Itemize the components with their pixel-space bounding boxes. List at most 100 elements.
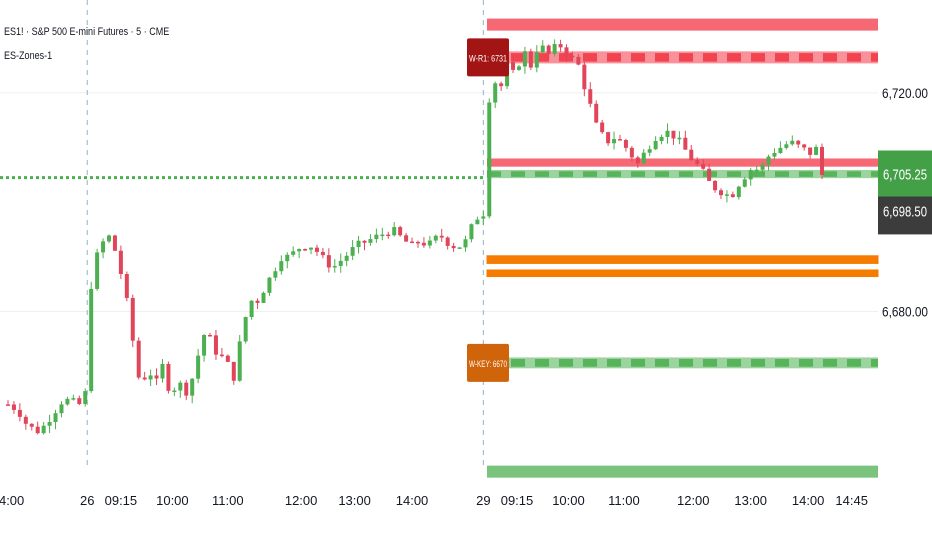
candle-body-113	[677, 137, 682, 140]
candle-body-79	[475, 219, 480, 225]
candle-body-21	[130, 297, 135, 341]
candle-body-29	[178, 382, 183, 391]
candle-body-92	[552, 44, 557, 54]
candle-body-57	[344, 255, 349, 261]
candle-body-125	[748, 170, 753, 180]
candle-body-72	[433, 235, 438, 241]
x-tick-label-6: 13:00	[338, 493, 371, 508]
candle-body-40	[243, 317, 248, 342]
candle-body-137	[820, 146, 824, 175]
candle-body-124	[742, 179, 747, 187]
candle-body-69	[415, 241, 420, 244]
candle-body-11	[71, 398, 76, 400]
candle-body-120	[718, 190, 723, 196]
candle-body-126	[754, 169, 759, 172]
candle-body-78	[469, 224, 474, 240]
candle-body-42	[255, 300, 260, 303]
candle-body-80	[481, 216, 486, 219]
candle-body-49	[297, 248, 302, 252]
candle-body-121	[724, 194, 729, 196]
x-tick-label-13: 13:00	[734, 493, 767, 508]
candle-body-37	[225, 355, 230, 362]
candle-body-76	[457, 247, 462, 249]
candle-body-128	[766, 156, 771, 165]
candle-body-17	[107, 235, 112, 242]
candle-body-123	[736, 186, 741, 198]
support-zone-bottom	[487, 465, 878, 478]
candle-body-97	[582, 64, 587, 90]
candle-body-98	[588, 89, 593, 104]
candle-body-96	[576, 56, 581, 65]
candle-body-103	[617, 139, 622, 141]
x-tick-label-9: 09:15	[501, 493, 534, 508]
candle-body-38	[231, 361, 236, 381]
candle-body-90	[540, 45, 545, 53]
candle-body-129	[772, 152, 777, 157]
candle-body-60	[362, 240, 367, 243]
candle-body-118	[707, 168, 712, 181]
candle-body-7	[47, 422, 52, 426]
candle-body-85	[511, 62, 516, 70]
x-tick-label-10: 10:00	[552, 493, 585, 508]
x-tick-label-2: 09:15	[105, 493, 138, 508]
candle-body-41	[249, 300, 254, 318]
candle-body-5	[35, 426, 40, 434]
key-zone-orange	[486, 255, 879, 264]
candle-body-122	[730, 194, 735, 198]
key-zone-orange-2	[486, 269, 879, 278]
candle-body-34	[208, 335, 213, 337]
candle-body-119	[713, 180, 718, 191]
candle-body-56	[338, 260, 343, 266]
candle-body-101	[606, 132, 611, 144]
x-tick-label-3: 10:00	[156, 493, 189, 508]
candle-body-104	[623, 140, 628, 148]
candle-body-2	[17, 409, 22, 417]
candle-body-67	[404, 235, 409, 242]
candle-body-1	[11, 404, 16, 410]
candle-body-102	[612, 139, 617, 144]
candle-body-74	[445, 237, 450, 246]
candle-body-20	[124, 274, 129, 298]
price-label-box-last	[878, 150, 932, 197]
candle-body-93	[558, 44, 563, 48]
candle-body-117	[701, 163, 706, 169]
candle-body-15	[95, 252, 100, 289]
candle-body-133	[796, 140, 801, 145]
x-tick-label-7: 14:00	[396, 493, 429, 508]
candle-body-35	[213, 335, 218, 355]
candle-body-107	[641, 152, 646, 164]
candle-body-33	[202, 335, 207, 356]
candle-body-39	[237, 341, 242, 381]
candle-body-70	[421, 242, 426, 246]
candle-body-45	[273, 271, 278, 278]
candle-body-109	[653, 140, 658, 150]
candle-body-31	[190, 378, 195, 396]
symbol-title: ES1! · S&P 500 E-mini Futures · 5 · CME	[4, 26, 170, 38]
candle-body-59	[356, 240, 361, 248]
indicator-name[interactable]: ES-Zones-1	[4, 50, 53, 62]
candle-body-86	[516, 66, 521, 70]
candle-body-116	[695, 160, 700, 164]
candle-body-77	[463, 239, 468, 248]
candle-body-25	[154, 375, 159, 379]
candle-body-24	[148, 375, 153, 380]
candle-body-106	[635, 157, 640, 164]
candle-body-64	[386, 234, 391, 237]
candle-body-13	[83, 391, 88, 405]
candle-body-3	[23, 416, 28, 424]
candle-body-68	[410, 241, 415, 244]
candle-body-89	[534, 52, 539, 68]
candle-body-81	[487, 102, 492, 217]
candle-body-82	[493, 83, 498, 103]
candle-body-73	[439, 235, 444, 238]
price-label-prior: 6,698.50	[883, 203, 927, 220]
candle-body-134	[802, 144, 807, 148]
candle-body-87	[522, 51, 527, 67]
candle-body-127	[760, 164, 765, 170]
candle-body-99	[594, 103, 599, 123]
candle-body-32	[196, 355, 201, 379]
candle-body-111	[665, 130, 670, 137]
candle-body-75	[451, 245, 456, 249]
candle-body-55	[332, 265, 337, 268]
